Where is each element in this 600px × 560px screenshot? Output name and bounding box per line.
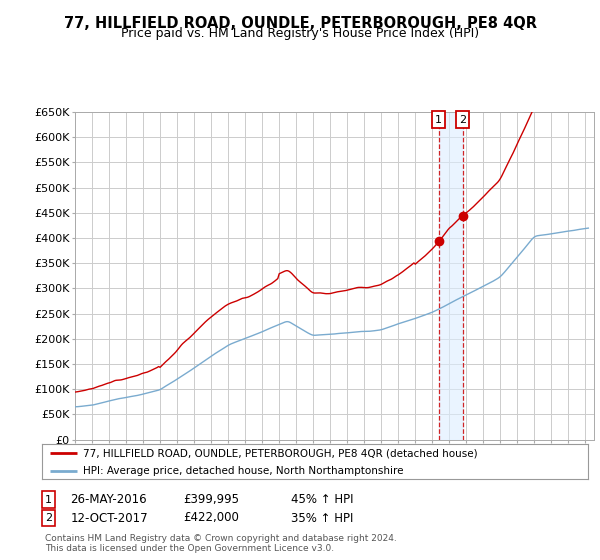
Text: £399,995: £399,995 [183,493,239,506]
Text: 12-OCT-2017: 12-OCT-2017 [70,511,148,525]
Text: HPI: Average price, detached house, North Northamptonshire: HPI: Average price, detached house, Nort… [83,466,403,475]
Text: Contains HM Land Registry data © Crown copyright and database right 2024.
This d: Contains HM Land Registry data © Crown c… [45,534,397,553]
Text: 2: 2 [45,513,52,523]
Text: 77, HILLFIELD ROAD, OUNDLE, PETERBOROUGH, PE8 4QR (detached house): 77, HILLFIELD ROAD, OUNDLE, PETERBOROUGH… [83,448,478,458]
Text: 35% ↑ HPI: 35% ↑ HPI [291,511,353,525]
Text: 26-MAY-2016: 26-MAY-2016 [70,493,147,506]
Text: 1: 1 [436,115,442,124]
Text: £422,000: £422,000 [183,511,239,525]
Text: 77, HILLFIELD ROAD, OUNDLE, PETERBOROUGH, PE8 4QR: 77, HILLFIELD ROAD, OUNDLE, PETERBOROUGH… [64,16,536,31]
Text: 1: 1 [45,494,52,505]
Text: 2: 2 [459,115,466,124]
Text: Price paid vs. HM Land Registry's House Price Index (HPI): Price paid vs. HM Land Registry's House … [121,27,479,40]
Text: 45% ↑ HPI: 45% ↑ HPI [291,493,353,506]
Bar [439,112,463,440]
